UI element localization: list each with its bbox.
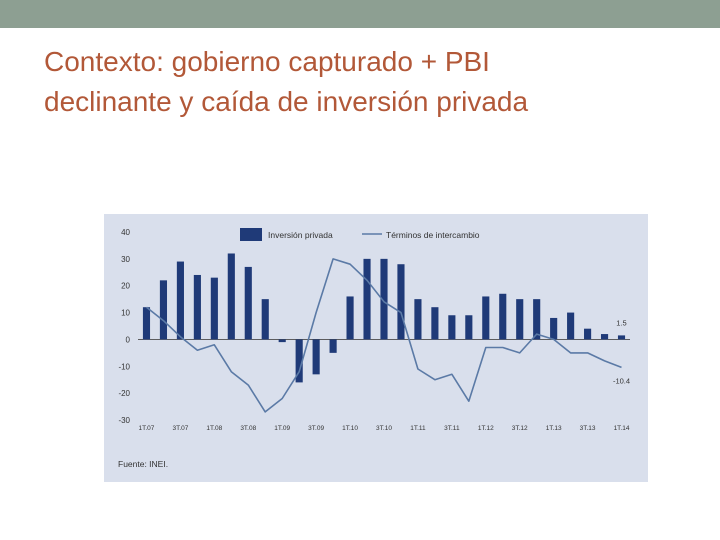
legend-label-line: Términos de intercambio [386,230,480,240]
bar-inversión-privada-9 [295,339,303,383]
slide-title-line-2: declinante y caída de inversión privada [44,86,529,117]
x-tick-label: 3T.12 [512,425,528,432]
bar-inversión-privada-27 [600,334,609,340]
legend-label-bars: Inversión privada [268,230,333,240]
x-tick-label: 3T.10 [376,425,392,432]
bar-inversión-privada-25 [567,312,575,340]
x-tick-label: 3T.07 [172,425,188,432]
bar-inversión-privada-0 [142,307,151,340]
annotations: 1.5 -10.4 [613,318,630,385]
x-tick-label: 1T.12 [478,425,494,432]
chart-source: Fuente: INEI. [118,459,168,469]
bar-inversión-privada-1 [159,280,168,340]
chart-image: 40 30 20 10 0 -10 -20 -30 1T.07 3T.07 1T.08 3T.08 1… [104,214,648,482]
bar-inversión-privada-11 [329,339,337,353]
bar-inversión-privada-7 [261,299,269,340]
x-tick-label: 3T.09 [308,425,324,432]
line-series [146,258,622,413]
bar-inversión-privada-14 [380,258,388,340]
y-tick-label: 30 [121,255,130,264]
bar-series [142,253,626,383]
y-tick-label: 40 [121,228,130,237]
x-tick-label: 1T.07 [139,425,155,432]
bar-inversión-privada-6 [244,266,252,340]
bar-inversión-privada-2 [176,261,184,340]
data-label-1: -10.4 [613,376,630,385]
bar-inversión-privada-13 [363,258,371,340]
bar-inversión-privada-12 [346,296,354,340]
x-tick-label: 1T.10 [342,425,358,432]
bar-inversión-privada-24 [550,317,558,340]
bar-inversión-privada-17 [431,307,439,340]
data-label-0: 1.5 [616,318,626,327]
bar-inversión-privada-18 [448,315,456,340]
y-tick-label: 10 [121,309,130,318]
legend: Inversión privada Términos de intercambi… [240,228,480,241]
x-tick-label: 1T.11 [410,425,426,432]
bar-inversión-privada-19 [465,315,473,340]
bar-inversión-privada-10 [312,339,320,375]
x-tick-label: 3T.11 [444,425,460,432]
y-tick-label: 20 [121,282,130,291]
y-tick-label: 0 [126,335,131,344]
bar-inversión-privada-22 [516,299,524,340]
x-tick-label: 1T.08 [206,425,222,432]
top-bar [0,0,720,28]
bar-inversión-privada-20 [482,296,490,340]
x-tick-label: 3T.13 [580,425,596,432]
x-tick-label: 1T.09 [274,425,290,432]
bar-inversión-privada-21 [499,293,507,340]
y-axis: 40 30 20 10 0 -10 -20 -30 [118,228,130,425]
y-tick-label: -30 [118,416,130,425]
bar-inversión-privada-28 [617,335,626,340]
slide-title-line-1: Contexto: gobierno capturado + PBI [44,46,490,77]
bar-inversión-privada-8 [278,339,286,343]
line-terminos-de-intercambio [146,258,622,413]
bar-inversión-privada-16 [414,299,422,340]
bar-inversión-privada-26 [584,328,592,340]
bar-inversión-privada-4 [210,277,218,340]
x-tick-label: 1T.13 [546,425,562,432]
x-tick-label: 3T.08 [240,425,256,432]
bar-inversión-privada-5 [227,253,235,340]
bar-inversión-privada-23 [533,299,541,340]
bar-inversión-privada-15 [397,264,405,340]
legend-bar-swatch [240,228,262,241]
slide-title: Contexto: gobierno capturado + PBI decli… [44,42,684,122]
y-tick-label: -10 [118,362,130,371]
y-tick-label: -20 [118,389,130,398]
x-axis: 1T.07 3T.07 1T.08 3T.08 1T.09 3T.09 1T.10 3T.10… [139,425,630,432]
chart-background [104,214,648,482]
bar-inversión-privada-3 [193,274,201,340]
x-tick-label: 1T.14 [614,425,630,432]
